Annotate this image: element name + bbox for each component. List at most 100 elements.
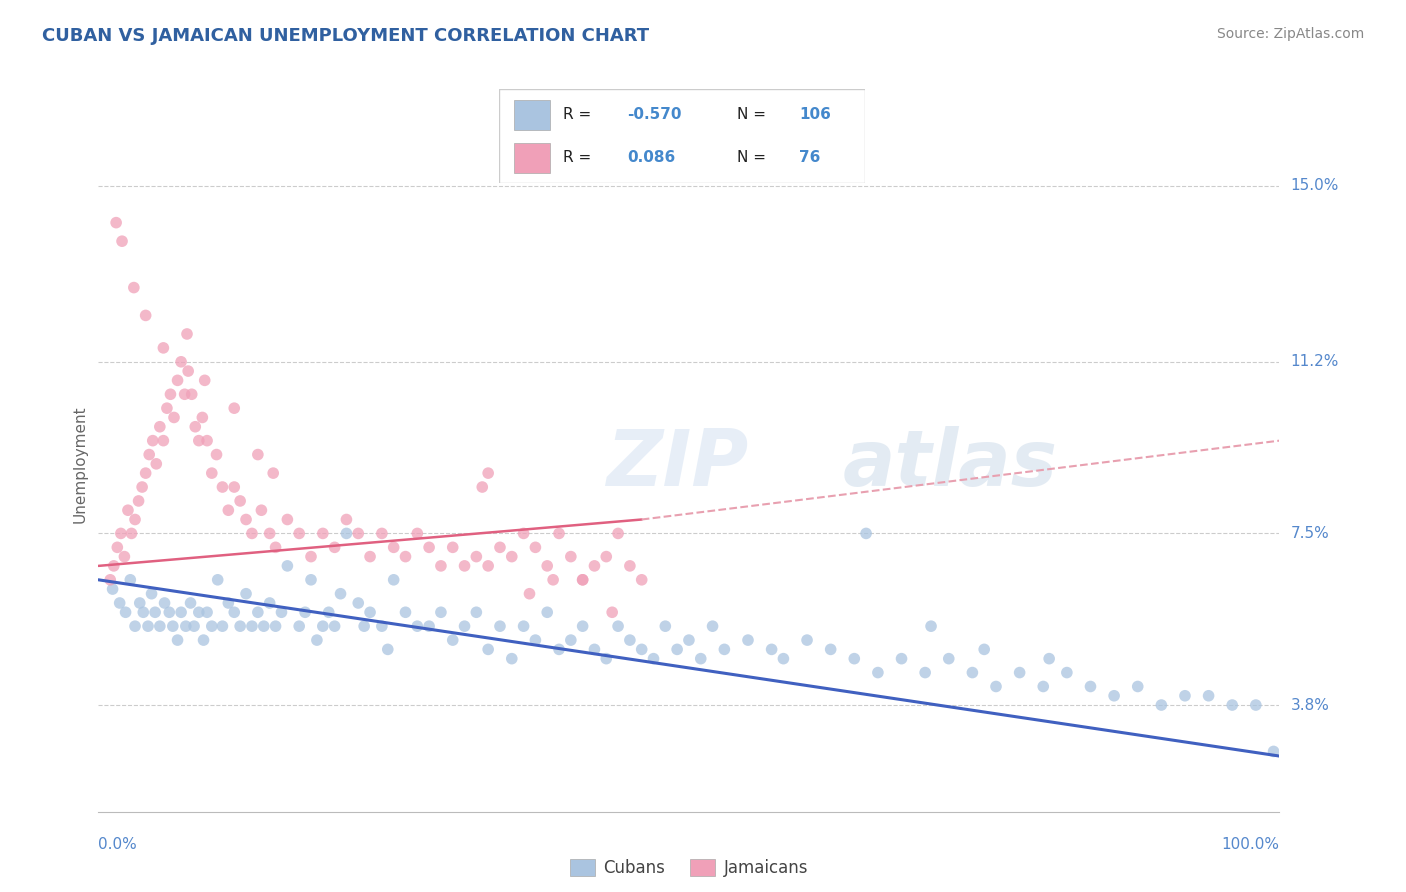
Point — [187, 605, 209, 619]
Legend: Cubans, Jamaicans: Cubans, Jamaicans — [564, 852, 814, 883]
Point — [501, 651, 523, 665]
Point — [406, 619, 429, 633]
Point — [477, 642, 499, 657]
Point — [195, 605, 218, 619]
Point — [1038, 651, 1060, 665]
Point — [619, 633, 641, 648]
Text: R =: R = — [562, 150, 602, 165]
Point — [180, 387, 202, 401]
Point — [142, 434, 165, 448]
Point — [536, 558, 558, 573]
Point — [382, 573, 405, 587]
Point — [489, 619, 512, 633]
Point — [299, 573, 322, 587]
Point — [201, 466, 224, 480]
Text: 11.2%: 11.2% — [1291, 354, 1339, 369]
Point — [195, 434, 218, 448]
Point — [453, 619, 475, 633]
Point — [1102, 689, 1125, 703]
Text: N =: N = — [737, 107, 770, 122]
Point — [501, 549, 523, 564]
Point — [246, 448, 269, 462]
Point — [264, 619, 287, 633]
Point — [359, 549, 381, 564]
Point — [180, 596, 202, 610]
Point — [312, 526, 335, 541]
Point — [117, 503, 139, 517]
Point — [377, 642, 399, 657]
Point — [217, 596, 239, 610]
Point — [312, 619, 335, 633]
Point — [240, 526, 263, 541]
Point — [353, 619, 375, 633]
Point — [323, 619, 346, 633]
Text: CUBAN VS JAMAICAN UNEMPLOYMENT CORRELATION CHART: CUBAN VS JAMAICAN UNEMPLOYMENT CORRELATI… — [42, 27, 650, 45]
Point — [548, 642, 571, 657]
Point — [418, 619, 440, 633]
Point — [101, 582, 124, 596]
Point — [184, 419, 207, 434]
Point — [371, 526, 394, 541]
Point — [174, 619, 197, 633]
Point — [259, 596, 281, 610]
Point — [371, 619, 394, 633]
Point — [205, 448, 228, 462]
Point — [512, 526, 534, 541]
Point — [110, 526, 132, 541]
Point — [149, 619, 172, 633]
Point — [595, 549, 617, 564]
Point — [294, 605, 316, 619]
Point — [262, 466, 284, 480]
Point — [571, 573, 593, 587]
Point — [1220, 698, 1243, 712]
Point — [678, 633, 700, 648]
Text: 0.086: 0.086 — [627, 150, 675, 165]
Text: 0.0%: 0.0% — [98, 837, 138, 852]
Point — [430, 605, 453, 619]
Point — [1126, 680, 1149, 694]
Point — [713, 642, 735, 657]
Point — [143, 605, 166, 619]
Text: N =: N = — [737, 150, 770, 165]
Point — [323, 541, 346, 555]
Point — [548, 526, 571, 541]
Point — [253, 619, 276, 633]
Point — [477, 558, 499, 573]
Point — [702, 619, 724, 633]
Point — [1150, 698, 1173, 712]
Point — [630, 573, 652, 587]
FancyBboxPatch shape — [513, 100, 550, 130]
Point — [121, 526, 143, 541]
Point — [430, 558, 453, 573]
Point — [772, 651, 794, 665]
Point — [560, 549, 582, 564]
Point — [141, 587, 163, 601]
Point — [264, 541, 287, 555]
Point — [920, 619, 942, 633]
Point — [224, 605, 246, 619]
Point — [583, 558, 606, 573]
Point — [138, 448, 160, 462]
Point — [217, 503, 239, 517]
Point — [560, 633, 582, 648]
Point — [201, 619, 224, 633]
Point — [607, 619, 630, 633]
Point — [1032, 680, 1054, 694]
Point — [224, 480, 246, 494]
Point — [329, 587, 352, 601]
Point — [630, 642, 652, 657]
Y-axis label: Unemployment: Unemployment — [72, 405, 87, 523]
Point — [1198, 689, 1220, 703]
Point — [689, 651, 711, 665]
Point — [156, 401, 179, 416]
Point — [536, 605, 558, 619]
Point — [541, 573, 564, 587]
Point — [124, 619, 146, 633]
Text: -0.570: -0.570 — [627, 107, 682, 122]
Point — [149, 419, 172, 434]
Point — [108, 596, 131, 610]
Point — [131, 480, 153, 494]
Text: 3.8%: 3.8% — [1291, 698, 1330, 713]
Point — [128, 494, 150, 508]
Point — [394, 605, 416, 619]
